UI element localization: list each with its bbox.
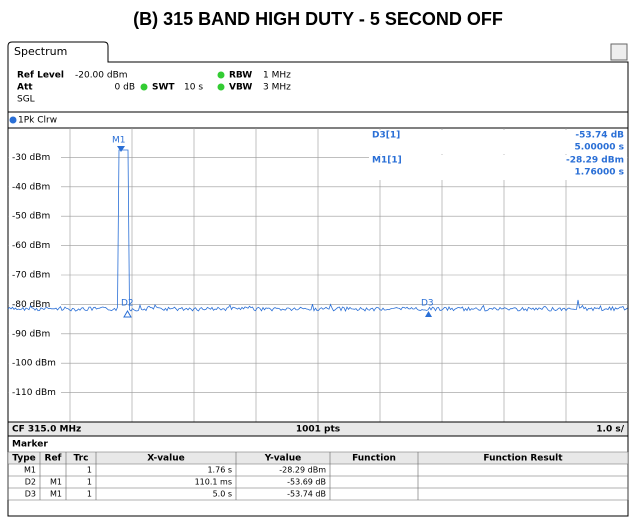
- column-header: Y-value: [264, 454, 301, 464]
- label-bg: [9, 358, 61, 369]
- att-label: Att: [17, 83, 33, 93]
- column-header: Ref: [45, 454, 62, 464]
- column-header: Type: [12, 454, 35, 464]
- mode: SGL: [17, 95, 35, 105]
- menu-icon[interactable]: [610, 43, 628, 61]
- column-header: X-value: [147, 454, 184, 464]
- column-header: Trc: [74, 454, 89, 464]
- swt: 10 s: [184, 83, 203, 93]
- cell: D2: [25, 478, 36, 487]
- label-bg: [9, 328, 61, 339]
- cell: M1: [24, 466, 36, 475]
- rbw: 1 MHz: [263, 71, 291, 81]
- marker-label: M1: [112, 136, 126, 146]
- vbw: 3 MHz: [263, 83, 291, 93]
- ref-level: -20.00 dBm: [75, 71, 128, 81]
- trace-label: 1Pk Clrw: [18, 116, 57, 126]
- readout-name: M1[1]: [372, 156, 402, 166]
- cell: 1: [87, 490, 92, 499]
- cell: -53.74 dB: [287, 490, 326, 499]
- label-bg: [9, 152, 61, 163]
- marker-m1: [117, 146, 125, 152]
- label-bg: [9, 181, 61, 192]
- cell: -53.69 dB: [287, 478, 326, 487]
- y-label: -100 dBm: [12, 359, 56, 369]
- trace-dot: [9, 116, 17, 124]
- dot: [140, 83, 148, 91]
- readout-value: 1.76000 s: [575, 168, 624, 178]
- footer-bar: [7, 421, 629, 437]
- readout-value: 5.00000 s: [575, 143, 624, 153]
- cell: 1: [87, 478, 92, 487]
- dot: [217, 71, 225, 79]
- readout-value: -28.29 dBm: [566, 156, 624, 166]
- readout-value: -53.74 dB: [575, 131, 624, 141]
- cell: 1.76 s: [207, 466, 232, 475]
- marker-d3: [425, 311, 432, 317]
- trace: [7, 149, 628, 313]
- att: 0 dB: [115, 83, 135, 93]
- cell: 1: [87, 466, 92, 475]
- footer-center: 1001 pts: [296, 425, 340, 435]
- cell: 110.1 ms: [195, 478, 232, 487]
- y-label: -60 dBm: [12, 241, 50, 251]
- footer-right: 1.0 s/: [596, 425, 624, 435]
- table-header-bg: [8, 452, 628, 464]
- y-label: -110 dBm: [12, 388, 56, 398]
- y-label: -70 dBm: [12, 271, 50, 281]
- marker-label: D2: [121, 299, 134, 309]
- marker-d2: [123, 310, 132, 318]
- label-bg: [9, 211, 61, 222]
- window-frame: [7, 41, 629, 517]
- marker-label: D3: [421, 299, 434, 309]
- cell: M1: [50, 478, 62, 487]
- swt-label: SWT: [152, 83, 175, 93]
- readout-bg: [369, 130, 627, 154]
- y-label: -30 dBm: [12, 153, 50, 163]
- cell: 5.0 s: [213, 490, 232, 499]
- readout-bg: [369, 155, 627, 180]
- y-label: -90 dBm: [12, 329, 50, 339]
- rbw-label: RBW: [229, 71, 252, 81]
- y-label: -50 dBm: [12, 212, 50, 222]
- readout-name: D3[1]: [372, 131, 400, 141]
- label-bg: [9, 387, 61, 398]
- vbw-label: VBW: [229, 83, 252, 93]
- label-bg: [9, 299, 61, 310]
- footer-left: CF 315.0 MHz: [12, 425, 81, 435]
- cell: -28.29 dBm: [279, 466, 326, 475]
- cell: M1: [50, 490, 62, 499]
- ref-level-label: Ref Level: [17, 71, 64, 81]
- title: (B) 315 BAND HIGH DUTY - 5 SECOND OFF: [133, 9, 503, 29]
- table-title: Marker: [12, 440, 48, 450]
- cell: D3: [25, 490, 36, 499]
- label-bg: [9, 240, 61, 251]
- column-header: Function Result: [483, 454, 563, 464]
- label-bg: [9, 270, 61, 280]
- dot: [217, 83, 225, 91]
- column-header: Function: [352, 454, 396, 464]
- tab-label[interactable]: Spectrum: [14, 45, 67, 58]
- y-label: -40 dBm: [12, 182, 50, 192]
- y-label: -80 dBm: [12, 300, 50, 310]
